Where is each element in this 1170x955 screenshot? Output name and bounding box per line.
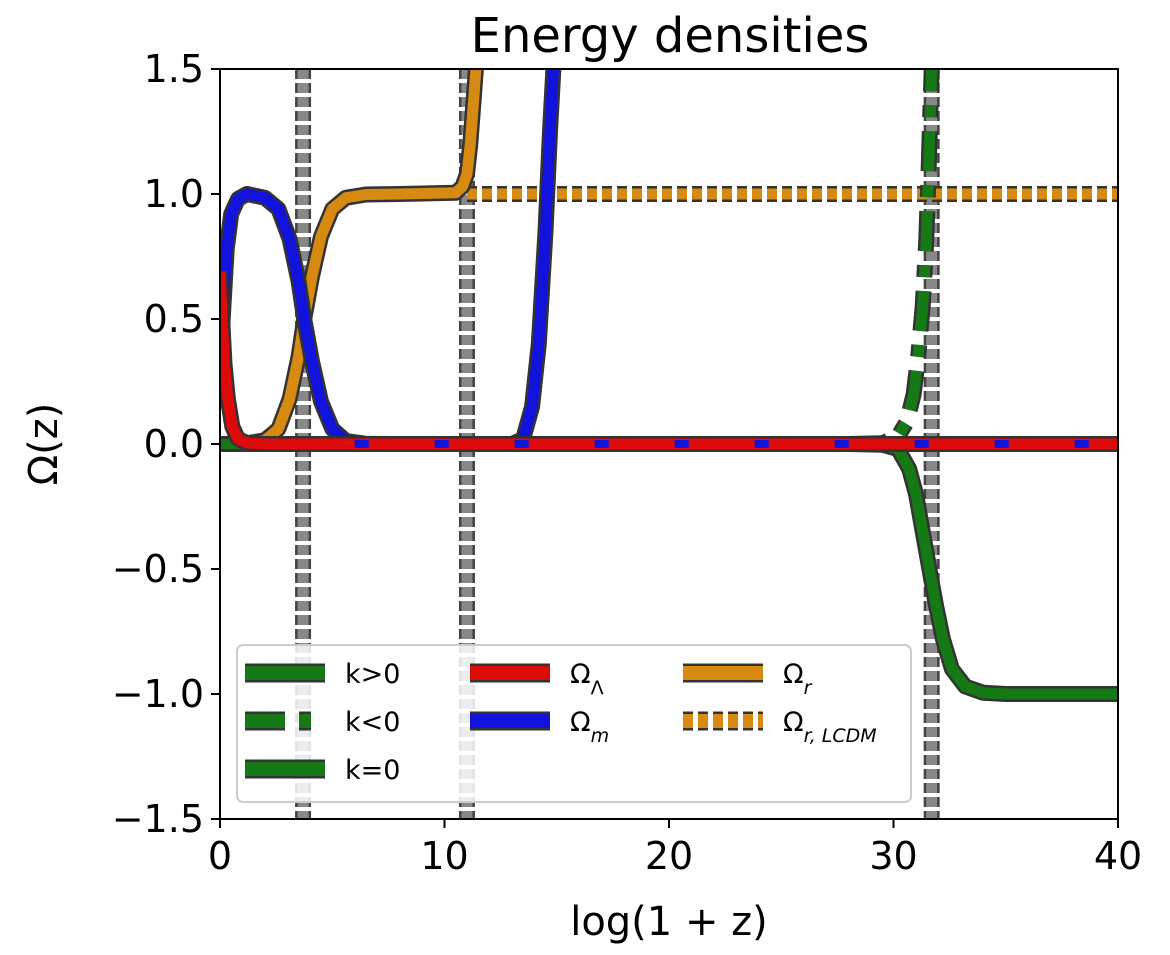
y-tick-label: −1.5 xyxy=(112,797,204,841)
y-axis-label: Ω(z) xyxy=(21,403,67,486)
series-omega-lambda xyxy=(220,271,1118,450)
x-tick-label: 30 xyxy=(869,834,917,878)
y-tick-label: −1.0 xyxy=(112,672,204,716)
y-tick-label: 1.0 xyxy=(144,172,204,216)
y-tick-label: 1.5 xyxy=(144,47,204,91)
axis-ticks: 0 10 20 30 40 −1.5 −1.0 −0.5 0.0 0.5 1.0 1.5 xyxy=(112,47,1142,878)
series-layer xyxy=(220,69,1118,702)
legend-box xyxy=(236,644,912,803)
x-axis-label: log(1 + z) xyxy=(570,899,768,945)
legend-label: k>0 xyxy=(345,659,400,690)
legend-label: k<0 xyxy=(345,707,400,738)
x-tick-label: 10 xyxy=(420,834,468,878)
series-omega-r xyxy=(220,69,482,450)
series-k-0 xyxy=(848,69,938,450)
series-omega-r-edge xyxy=(220,69,484,452)
y-tick-label: 0.0 xyxy=(144,422,204,466)
x-tick-label: 40 xyxy=(1094,834,1142,878)
x-tick-label: 0 xyxy=(208,834,232,878)
x-tick-label: 20 xyxy=(645,834,693,878)
y-tick-label: −0.5 xyxy=(112,547,204,591)
series-omega-m-edge xyxy=(220,69,562,452)
y-tick-label: 0.5 xyxy=(144,297,204,341)
chart-title: Energy densities xyxy=(471,8,870,64)
series-omega-lambda-edge xyxy=(220,271,1118,452)
legend-label: k=0 xyxy=(345,755,400,786)
series-omega-m xyxy=(220,69,559,450)
